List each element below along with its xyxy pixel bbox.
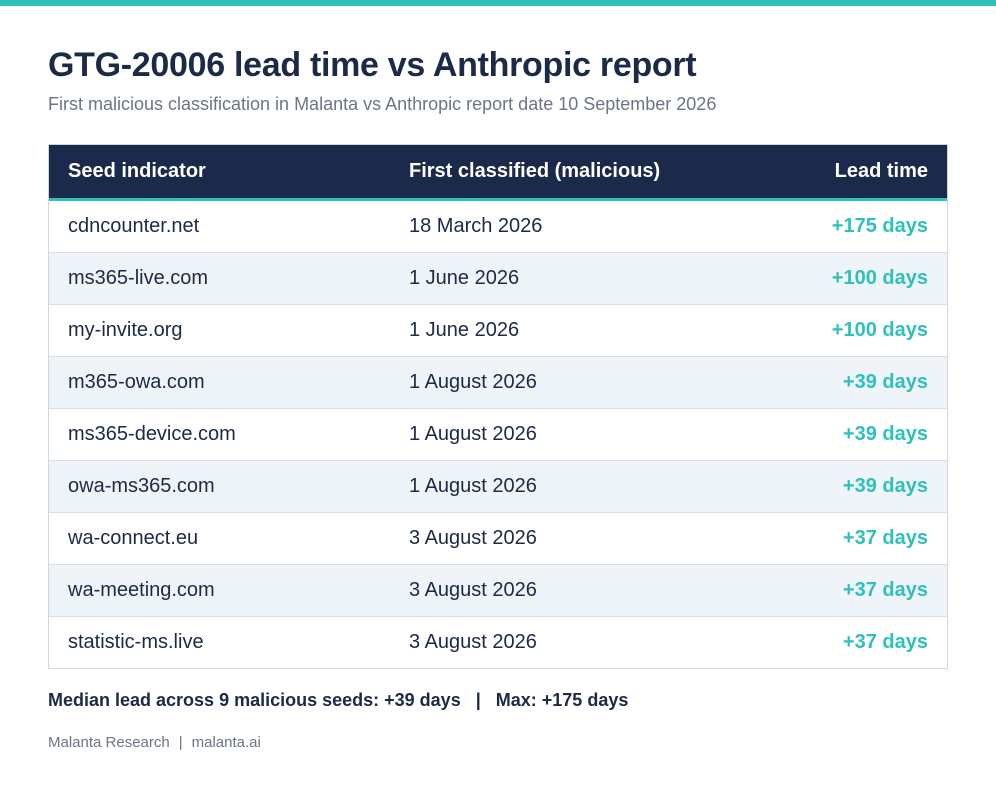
column-header-lead-time: Lead time [730, 145, 947, 201]
table-row: my-invite.org 1 June 2026 +100 days [49, 304, 947, 357]
table-header-row: Seed indicator First classified (malicio… [49, 145, 947, 201]
footer-credit: Malanta Research | malanta.ai [48, 734, 261, 751]
summary-line: Median lead across 9 malicious seeds: +3… [48, 690, 628, 711]
seed-indicator-cell: m365-owa.com [49, 356, 390, 409]
table-row: ms365-device.com 1 August 2026 +39 days [49, 408, 947, 461]
lead-time-cell: +39 days [730, 408, 947, 461]
table-row: cdncounter.net 18 March 2026 +175 days [49, 199, 947, 253]
first-classified-cell: 3 August 2026 [390, 512, 730, 565]
footer-source: Malanta Research [48, 734, 170, 751]
lead-time-cell: +175 days [730, 199, 947, 253]
first-classified-cell: 3 August 2026 [409, 631, 537, 653]
median-lead-text: Median lead across 9 malicious seeds: +3… [48, 690, 461, 710]
lead-time-cell: +100 days [730, 304, 947, 357]
seed-indicator-cell: owa-ms365.com [49, 460, 390, 513]
summary-separator: | [475, 690, 481, 710]
table-row: owa-ms365.com 1 August 2026 +39 days [49, 460, 947, 513]
first-classified-cell: 1 August 2026 [390, 356, 730, 409]
first-classified-cell: 3 August 2026 [390, 564, 730, 617]
lead-time-cell: +100 days [730, 252, 947, 305]
first-classified-cell: 1 June 2026 [390, 304, 730, 357]
first-classified-cell: 1 August 2026 [390, 408, 730, 461]
table-row: statistic-ms.live 3 August 2026 +37 days [49, 616, 947, 668]
first-classified-cell: 1 June 2026 [390, 252, 730, 305]
table-row: wa-connect.eu 3 August 2026 +37 days [49, 512, 947, 565]
footer-separator: | [178, 734, 183, 751]
seed-indicator-cell: wa-connect.eu [49, 512, 390, 565]
top-accent-bar [0, 0, 996, 6]
table-row: wa-meeting.com 3 August 2026 +37 days [49, 564, 947, 617]
footer-site: malanta.ai [191, 734, 261, 751]
table-row: ms365-live.com 1 June 2026 +100 days [49, 252, 947, 305]
lead-time-cell: +39 days [730, 356, 947, 409]
table-header: Seed indicator First classified (malicio… [49, 145, 947, 201]
page-subtitle: First malicious classification in Malant… [48, 94, 717, 114]
lead-time-cell: +39 days [730, 460, 947, 513]
seed-indicator-cell: ms365-live.com [49, 252, 390, 305]
lead-time-cell: +37 days [842, 631, 928, 653]
column-header-seed-indicator: Seed indicator [49, 145, 390, 201]
first-classified-cell: 18 March 2026 [390, 199, 730, 253]
column-header-first-classified: First classified (malicious) [390, 145, 730, 201]
lead-time-table: Seed indicator First classified (malicio… [49, 145, 947, 668]
seed-indicator-cell: ms365-device.com [49, 408, 390, 461]
max-lead-text: Max: +175 days [495, 690, 629, 710]
first-classified-cell: 1 August 2026 [390, 460, 730, 513]
page-title: GTG-20006 lead time vs Anthropic report [48, 46, 697, 84]
seed-indicator-cell: statistic-ms.live [68, 631, 204, 653]
lead-time-cell: +37 days [730, 512, 947, 565]
table-row: m365-owa.com 1 August 2026 +39 days [49, 356, 947, 409]
lead-time-cell: +37 days [730, 564, 947, 617]
seed-indicator-cell: cdncounter.net [49, 199, 390, 253]
seed-indicator-cell: my-invite.org [49, 304, 390, 357]
seed-indicator-cell: wa-meeting.com [49, 564, 390, 617]
lead-time-table-container: Seed indicator First classified (malicio… [48, 144, 948, 669]
table-body: cdncounter.net 18 March 2026 +175 days m… [49, 199, 947, 668]
